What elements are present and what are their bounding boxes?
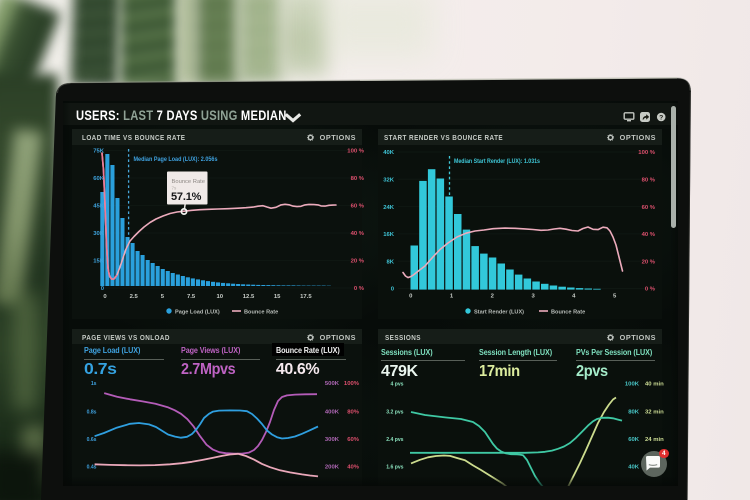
svg-text:60%: 60%	[347, 437, 360, 443]
svg-text:57.1%: 57.1%	[171, 191, 202, 203]
svg-text:2.4 pvs: 2.4 pvs	[386, 437, 403, 443]
svg-text:80%: 80%	[347, 409, 360, 415]
svg-text:Bounce Rate: Bounce Rate	[172, 179, 206, 185]
svg-text:30K: 30K	[93, 231, 105, 237]
svg-text:7.5: 7.5	[187, 294, 196, 300]
svg-text:80 %: 80 %	[351, 176, 365, 182]
svg-text:400K: 400K	[325, 409, 340, 415]
svg-text:0: 0	[103, 294, 107, 300]
svg-text:24K: 24K	[383, 205, 395, 211]
svg-text:0.8s: 0.8s	[87, 409, 97, 415]
svg-text:200K: 200K	[325, 464, 340, 470]
svg-text:40K: 40K	[383, 150, 395, 156]
svg-text:0: 0	[409, 294, 413, 300]
svg-text:0.6s: 0.6s	[87, 437, 97, 443]
svg-text:75K: 75K	[93, 149, 105, 155]
svg-text:1: 1	[450, 294, 454, 300]
svg-text:0.4s: 0.4s	[87, 464, 97, 470]
svg-text:10: 10	[217, 294, 224, 300]
svg-text:4 pvs: 4 pvs	[390, 382, 403, 388]
svg-text:Bounce Rate: Bounce Rate	[244, 309, 278, 315]
svg-text:500K: 500K	[325, 381, 340, 387]
svg-text:60 %: 60 %	[351, 204, 365, 210]
svg-text:20 %: 20 %	[642, 259, 656, 265]
svg-text:5: 5	[161, 294, 165, 300]
svg-text:1.6 pvs: 1.6 pvs	[386, 465, 403, 471]
svg-text:Median Page Load (LUX): 2.056s: Median Page Load (LUX): 2.056s	[134, 156, 218, 163]
svg-text:7s: 7s	[172, 186, 178, 191]
svg-text:100%: 100%	[344, 381, 360, 387]
svg-text:17.5: 17.5	[300, 294, 312, 300]
svg-text:3.2 pvs: 3.2 pvs	[386, 409, 403, 415]
svg-text:100 %: 100 %	[638, 150, 655, 156]
svg-text:Start Render (LUX): Start Render (LUX)	[474, 309, 524, 315]
svg-text:0 %: 0 %	[354, 286, 365, 292]
svg-text:100K: 100K	[625, 382, 640, 388]
svg-text:4: 4	[572, 294, 576, 300]
svg-text:32 min: 32 min	[645, 409, 664, 415]
svg-text:45K: 45K	[93, 204, 105, 210]
svg-text:24 min: 24 min	[645, 437, 664, 443]
svg-text:15: 15	[274, 294, 281, 300]
svg-text:16K: 16K	[383, 232, 395, 238]
svg-text:2.5: 2.5	[130, 294, 139, 300]
svg-text:15K: 15K	[93, 259, 105, 265]
svg-text:8K: 8K	[386, 259, 394, 265]
svg-text:0: 0	[101, 286, 105, 292]
svg-text:1s: 1s	[91, 381, 97, 387]
svg-text:40 %: 40 %	[642, 232, 656, 238]
svg-text:32K: 32K	[383, 178, 395, 184]
svg-text:20 %: 20 %	[351, 259, 365, 265]
svg-text:60K: 60K	[628, 437, 640, 443]
svg-text:300K: 300K	[325, 437, 340, 443]
svg-text:80K: 80K	[628, 409, 640, 415]
svg-text:80 %: 80 %	[642, 178, 656, 184]
svg-text:12.5: 12.5	[243, 294, 255, 300]
svg-text:40 %: 40 %	[351, 231, 365, 237]
svg-text:60 %: 60 %	[642, 205, 656, 211]
svg-text:100 %: 100 %	[347, 149, 364, 155]
svg-text:40%: 40%	[347, 464, 360, 470]
svg-text:0 %: 0 %	[645, 287, 656, 293]
svg-text:40 min: 40 min	[645, 382, 664, 388]
svg-text:0: 0	[391, 287, 395, 293]
svg-text:Page Load (LUX): Page Load (LUX)	[175, 309, 220, 315]
svg-text:Bounce Rate: Bounce Rate	[551, 309, 585, 315]
svg-text:Median Start Render (LUX): 1.0: Median Start Render (LUX): 1.031s	[454, 158, 540, 165]
svg-text:2: 2	[491, 294, 495, 300]
svg-text:5: 5	[613, 294, 617, 300]
svg-text:3: 3	[531, 294, 535, 300]
svg-text:60K: 60K	[93, 176, 105, 182]
svg-text:40K: 40K	[628, 465, 640, 471]
svg-text:?: ?	[659, 114, 663, 121]
